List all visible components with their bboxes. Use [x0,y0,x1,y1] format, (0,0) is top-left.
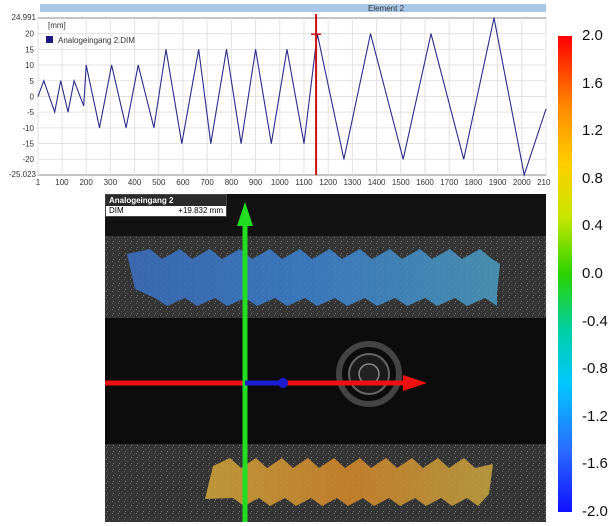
x-tick-label: 400 [128,178,142,187]
color-scale-label: -0.8 [582,360,608,378]
series-point [523,174,525,176]
series-point [85,64,87,66]
bolt-ring [336,341,402,407]
color-scale-label: 0.8 [582,169,603,187]
x-tick-label: 1600 [416,178,434,187]
x-tick-label: 1800 [464,178,482,187]
series-point [83,105,85,107]
y-axis-arrow-head [237,202,253,226]
x-tick-label: 1200 [319,178,337,187]
y-tick-label: -20 [22,155,34,164]
series-point [286,48,288,50]
series-point [111,64,112,66]
series-line [37,17,547,178]
x-tick-label: 1400 [368,178,386,187]
color-scale-bar [558,36,572,512]
x-tick-label: 1700 [440,178,458,187]
y-tick-label: 0 [30,92,35,101]
x-tick-label: 1900 [489,178,507,187]
x-tick-label: 700 [200,178,214,187]
y-tick-label: -10 [22,124,34,133]
series-point [430,33,432,35]
legend-label: Analogeingang 2.DIM [58,36,135,45]
series-point [60,80,62,82]
series-point [270,143,272,144]
color-scale-label: -1.6 [582,455,608,473]
chart-top-bar [40,4,546,12]
series-point [210,143,212,144]
chart-top-bar-label: Element 2 [368,4,405,13]
series-point [463,158,465,160]
y-max-label: 24.991 [12,13,37,22]
series-point [165,48,167,50]
color-scale-label: -0.4 [582,312,608,330]
x-tick-label: 1300 [343,178,361,187]
readout-row: DIM +19.832 mm [106,206,226,216]
series-point [198,48,200,50]
y-min-label: -25.023 [9,170,37,179]
color-scale-label: 1.6 [582,74,603,92]
series-point [99,127,100,129]
series-point [137,64,139,66]
y-tick-label: 15 [25,45,34,54]
series-point [226,48,227,50]
x-tick-label: 900 [249,178,263,187]
camera-view-image[interactable] [105,194,546,522]
x-tick-label: 500 [152,178,166,187]
y-tick-label: -15 [22,140,34,149]
series-point [54,111,56,113]
color-scale-label: 0.0 [582,265,603,282]
camera-view-panel[interactable]: Analogeingang 2 DIM +19.832 mm [105,194,546,522]
x-tick-label: 1 [36,178,41,187]
series-point [370,33,371,35]
series-point [545,108,547,110]
y-unit-label: [mm] [48,21,66,30]
series-point [255,48,256,50]
x-tick-label: 2000 [513,178,531,187]
series-point [43,80,45,82]
color-scale-label: 0.4 [582,217,603,235]
series-point [181,143,183,144]
y-tick-label: 20 [25,30,34,39]
series-point [67,111,69,113]
series-point [153,127,155,129]
color-scale-label: -2.0 [582,503,608,520]
readout-value: +19.832 mm [178,206,223,215]
color-scale-label: 2.0 [582,27,603,44]
x-tick-label: 2100 [537,178,550,187]
series-point [402,158,404,160]
x-tick-label: 300 [104,178,118,187]
legend-swatch [46,36,53,43]
x-tick-label: 100 [55,178,69,187]
series-point [240,143,242,144]
y-tick-label: 5 [30,77,35,86]
color-scale-label: 1.2 [582,122,603,140]
z-axis-dot [278,378,288,388]
x-tick-label: 600 [176,178,190,187]
upper-strain-overlay [127,249,500,306]
series-point [73,80,75,82]
value-readout-box: Analogeingang 2 DIM +19.832 mm [105,194,227,217]
time-series-chart-panel[interactable]: Element 2 20 15 10 5 0 -5 -10 -15 -20 1 100 200 300 40… [0,0,550,190]
x-tick-label: 1100 [295,178,313,187]
series-point [343,158,345,160]
lower-strain-overlay [205,458,493,506]
x-tick-label: 800 [225,178,239,187]
x-axis-arrow-head [403,375,427,391]
readout-title: Analogeingang 2 [106,195,226,206]
series-point [125,127,127,129]
readout-label: DIM [109,206,124,215]
series-point [37,96,39,97]
x-tick-label: 200 [79,178,93,187]
y-tick-label: -5 [27,108,35,117]
y-tick-label: 10 [25,61,34,70]
series-point [493,17,495,19]
series-point [303,143,305,144]
color-scale-label: -1.2 [582,407,608,425]
x-tick-label: 1500 [392,178,410,187]
x-tick-label: 1000 [271,178,289,187]
